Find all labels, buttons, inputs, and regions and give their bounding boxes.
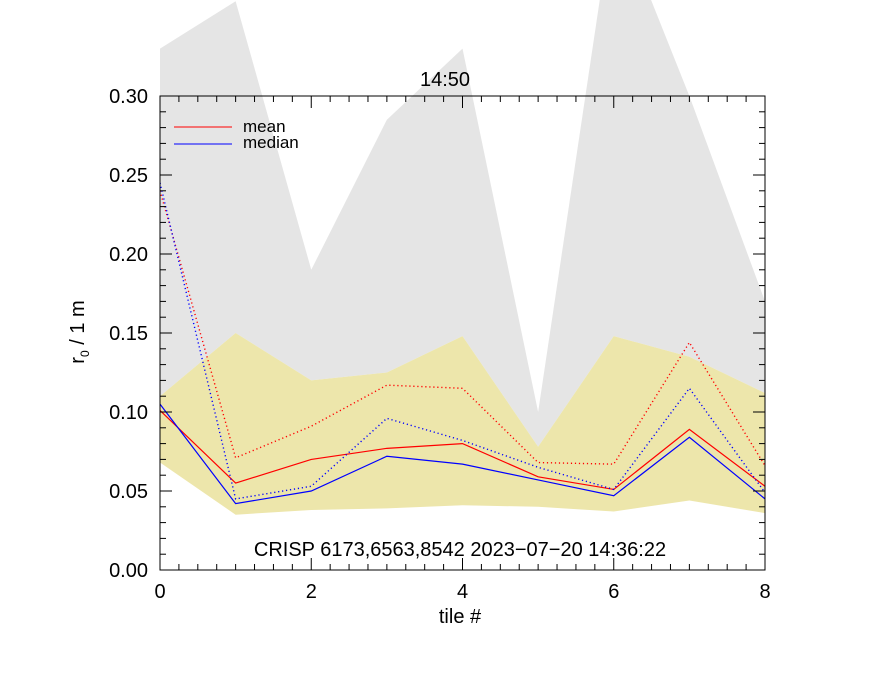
- y-tick-label: 0.25: [109, 165, 148, 187]
- chart-title: 14:50: [420, 69, 470, 91]
- series-lines: [160, 182, 765, 505]
- y-tick-label: 0.05: [109, 481, 148, 503]
- y-axis-label-suffix: / 1 m: [67, 300, 89, 350]
- y-tick-label: 0.20: [109, 244, 148, 266]
- series-line-dotted-2: [160, 190, 765, 467]
- tick-labels: 0 2 4 6 8 0.00 0.05 0.10 0.15 0.20 0.25 0.30: [109, 86, 771, 603]
- range-band-2: [160, 333, 765, 515]
- series-line-median: [160, 403, 765, 505]
- x-tick-label: 0: [154, 581, 165, 603]
- range-band-1: [160, 0, 765, 447]
- y-axis-label-main: r: [67, 357, 89, 364]
- series-line-mean: [160, 409, 765, 491]
- x-tick-label: 4: [457, 581, 468, 603]
- y-tick-label: 0.00: [109, 560, 148, 582]
- y-axis-label: r0 / 1 m: [67, 300, 92, 363]
- x-axis-label: tile #: [439, 606, 482, 628]
- y-tick-label: 0.15: [109, 323, 148, 345]
- chart-annotation: CRISP 6173,6563,8542 2023−07−20 14:36:22: [254, 539, 666, 561]
- legend-label-median: median: [243, 133, 299, 152]
- y-tick-label: 0.10: [109, 402, 148, 424]
- legend-label-mean: mean: [243, 117, 286, 136]
- range-bands: [160, 0, 765, 515]
- x-tick-label: 2: [306, 581, 317, 603]
- legend: mean median: [174, 117, 299, 152]
- x-tick-label: 6: [608, 581, 619, 603]
- x-tick-label: 8: [759, 581, 770, 603]
- y-tick-label: 0.30: [109, 86, 148, 108]
- axis-ticks: [159, 95, 766, 571]
- y-axis-label-subscript: 0: [78, 350, 92, 357]
